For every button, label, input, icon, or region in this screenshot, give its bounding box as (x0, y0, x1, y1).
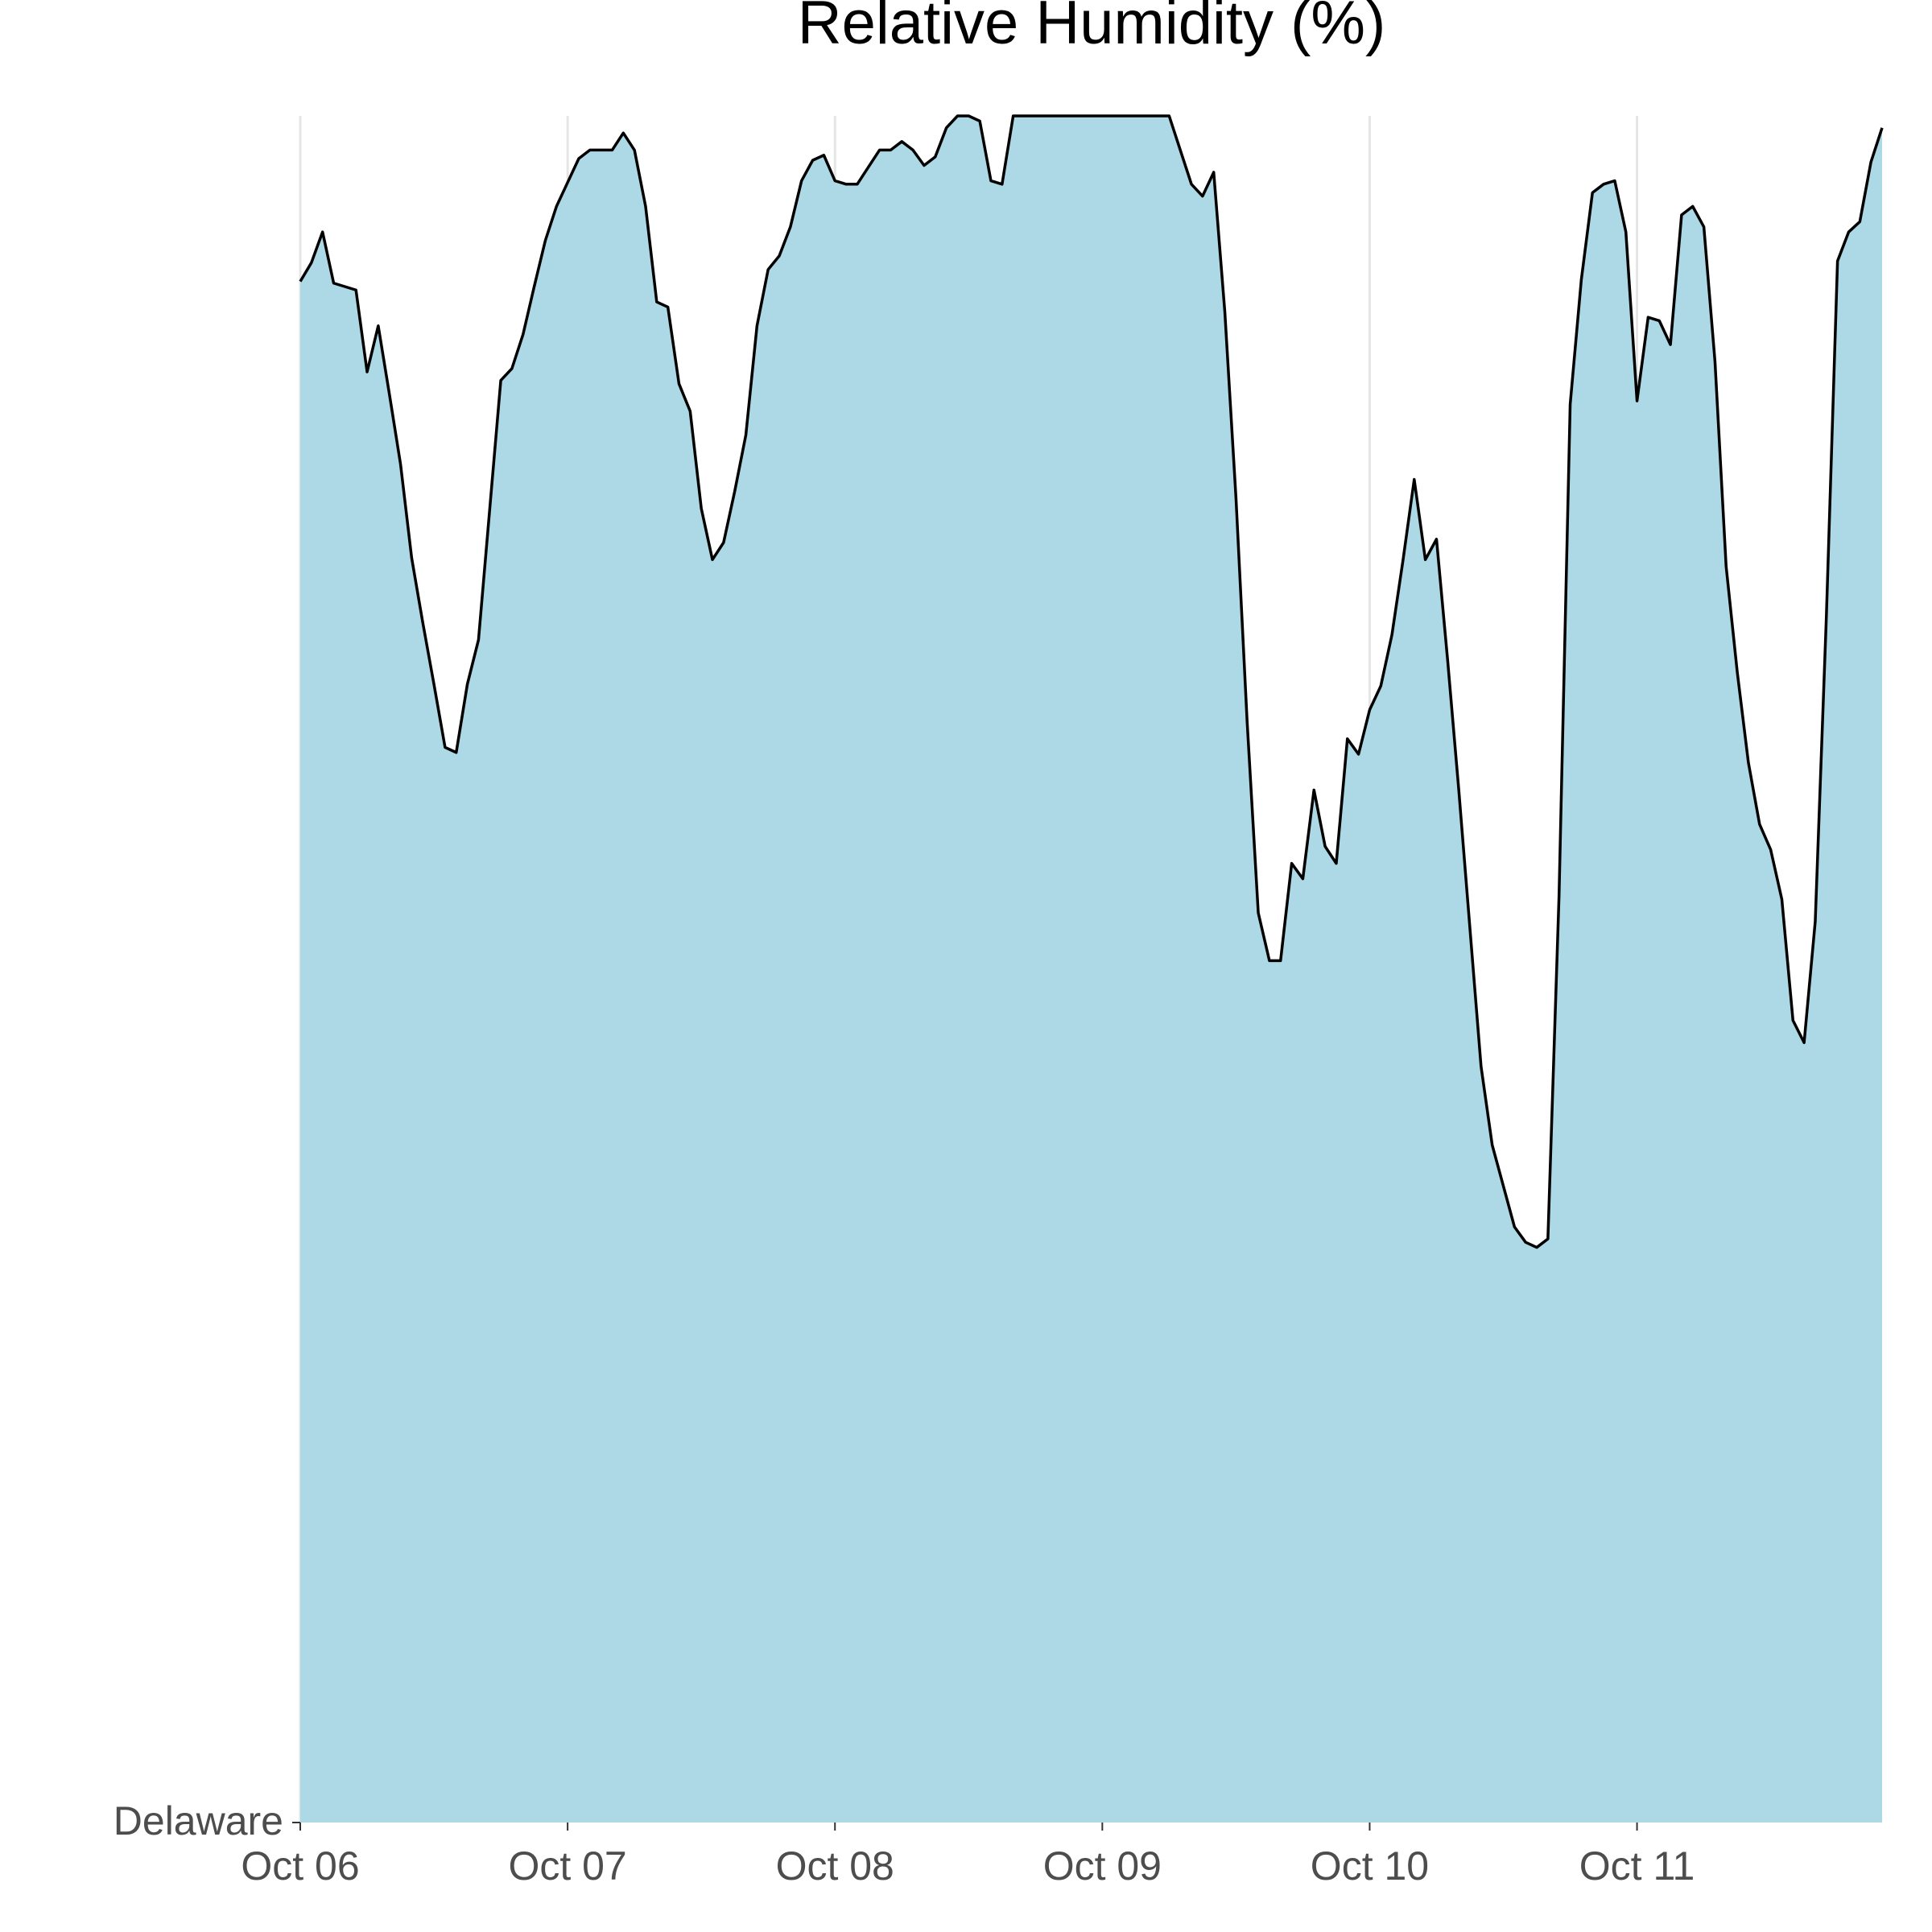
x-tick-label: Oct 10 (1311, 1843, 1429, 1889)
x-tick-label: Oct 09 (1043, 1843, 1162, 1889)
x-tick-label: Oct 07 (508, 1843, 626, 1889)
area-outline (299, 114, 1884, 1249)
x-tick-label: Oct 08 (776, 1843, 894, 1889)
chart-title: Relative Humidity (%) (798, 0, 1386, 57)
x-tick-label: Oct 06 (241, 1843, 359, 1889)
area-fill (300, 116, 1882, 1823)
x-tick-label: Oct 11 (1579, 1843, 1695, 1889)
y-category-label: Delaware (114, 1798, 283, 1843)
